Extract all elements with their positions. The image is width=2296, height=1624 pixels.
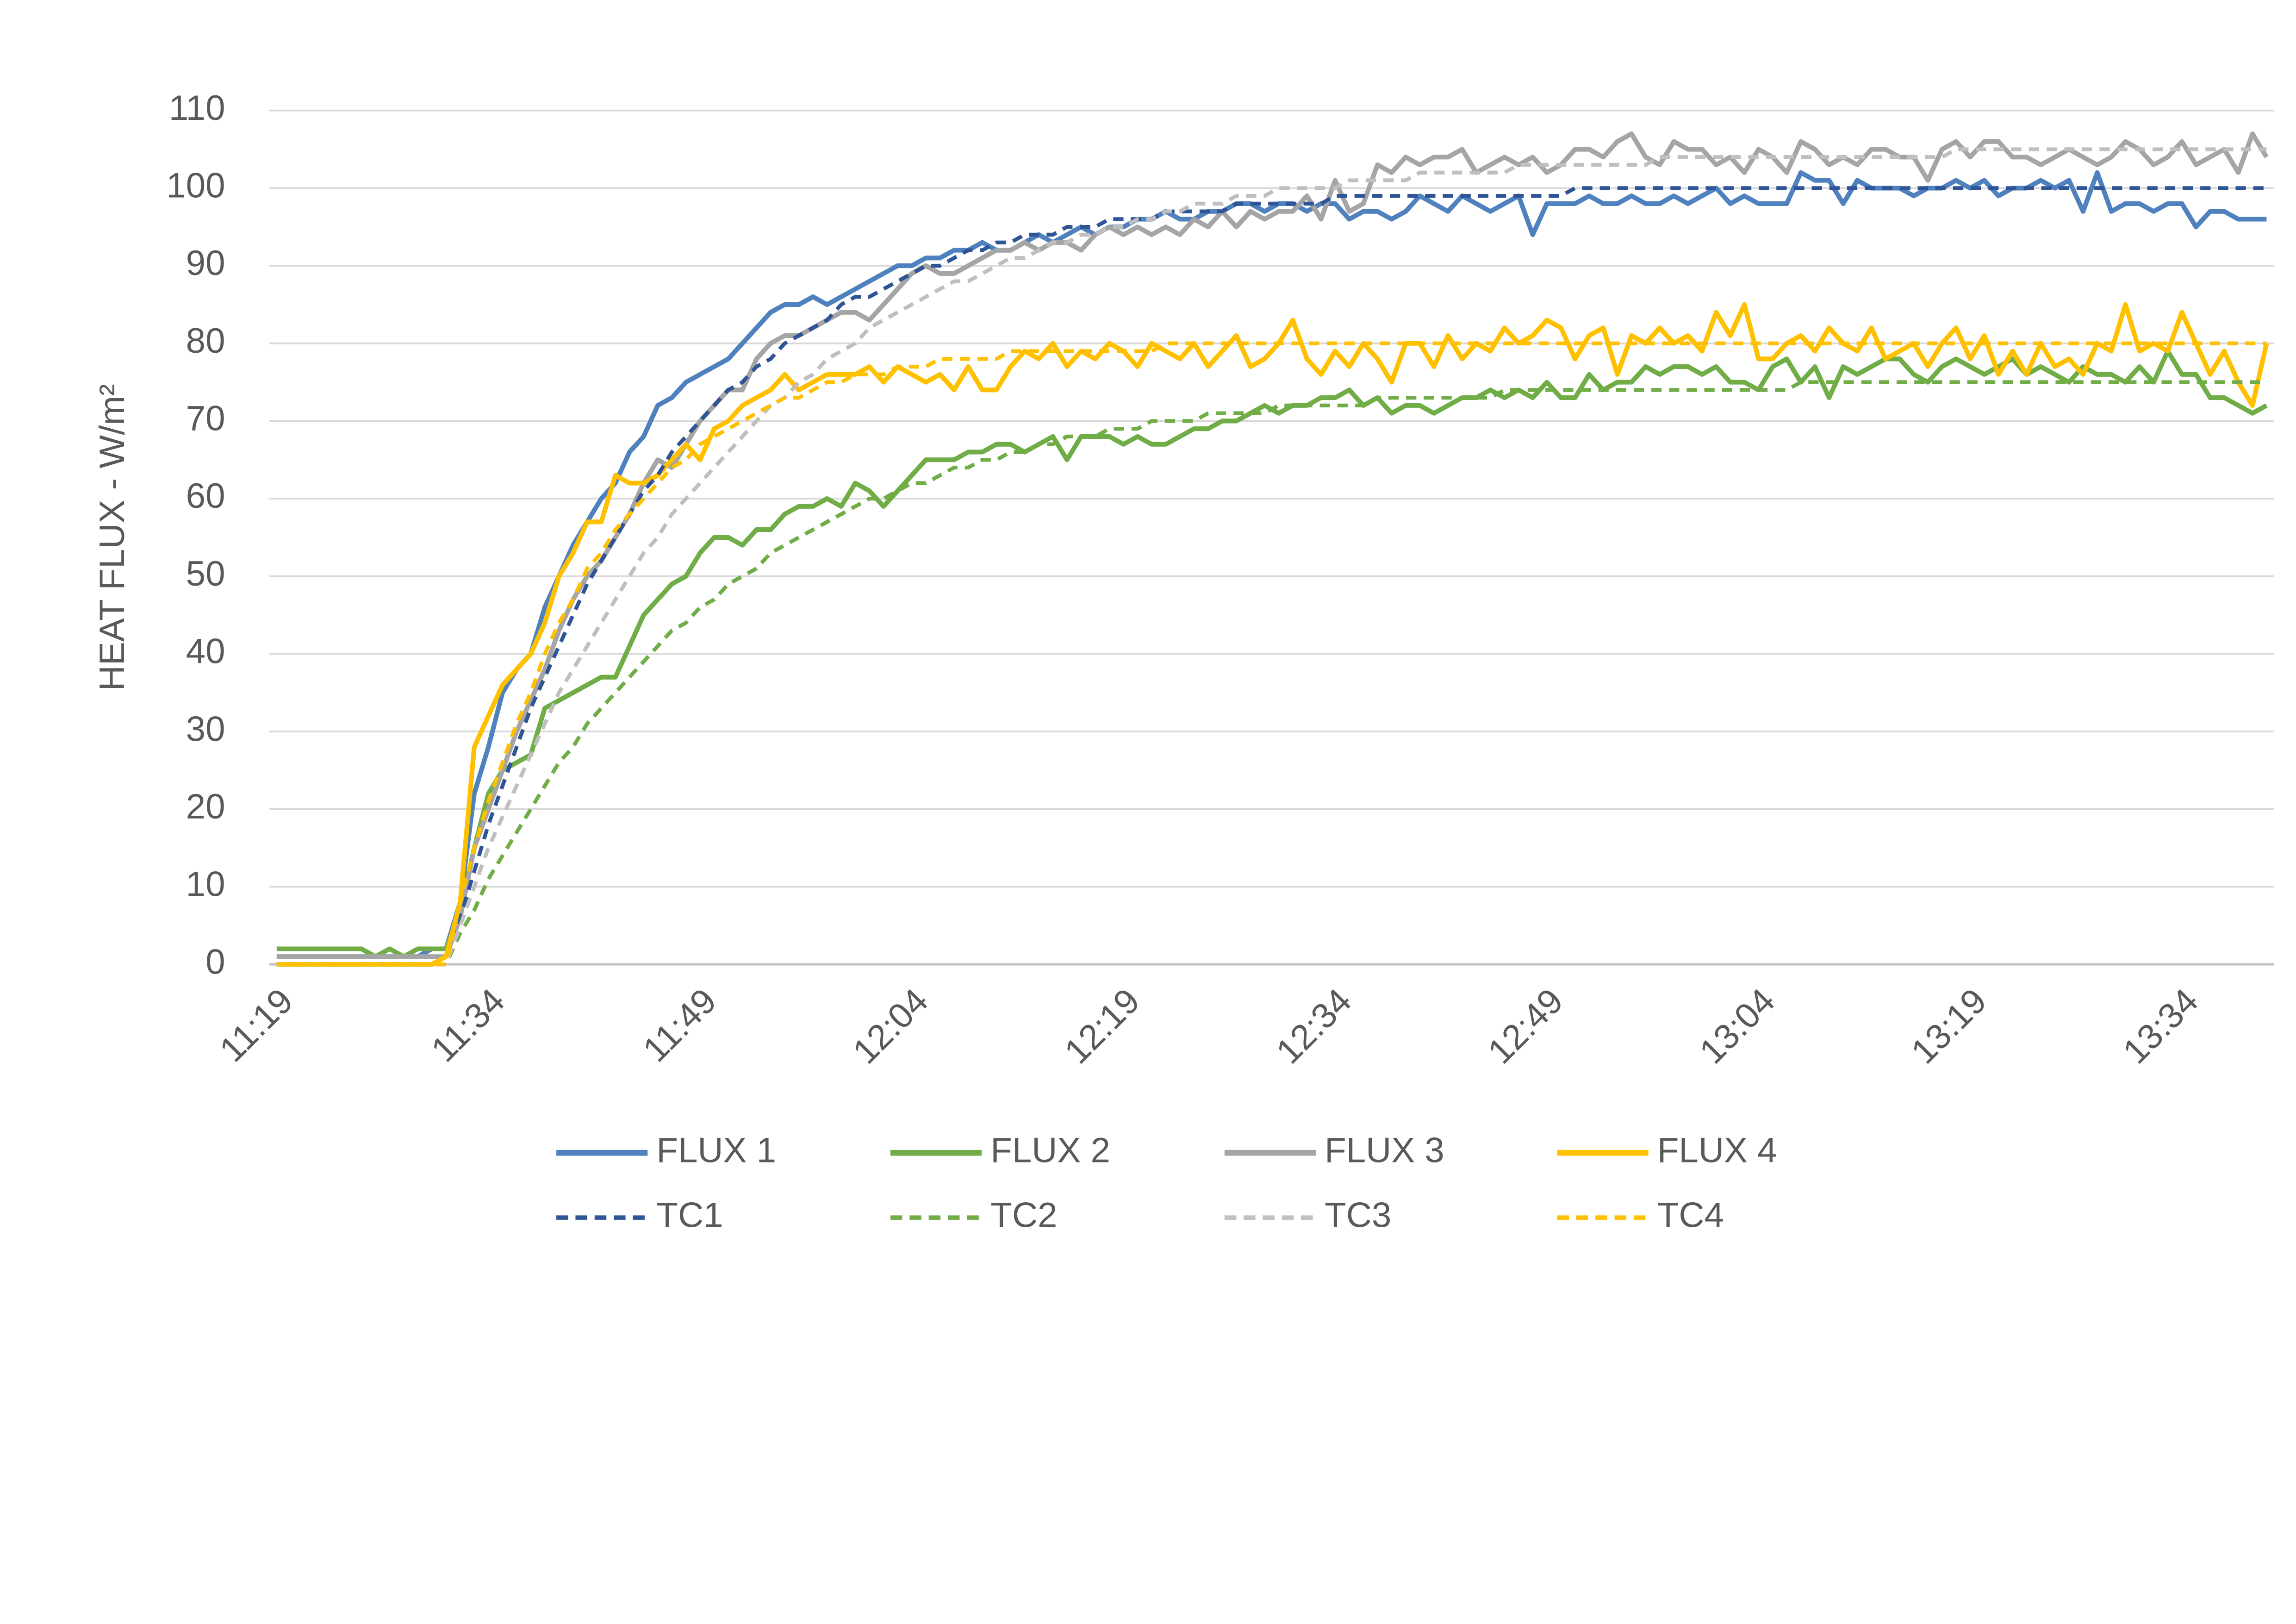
legend-label: FLUX 3 <box>1325 1131 1444 1170</box>
y-tick-label: 70 <box>186 399 225 438</box>
y-tick-label: 20 <box>186 787 225 826</box>
series-line <box>276 302 2269 967</box>
y-tick-label: 90 <box>186 244 225 283</box>
series-line <box>276 147 2267 967</box>
series-line <box>276 341 2267 967</box>
y-axis-title: HEAT FLUX - W/m² <box>93 384 132 691</box>
y-tick-label: 0 <box>205 942 225 981</box>
legend-label: FLUX 2 <box>990 1131 1110 1170</box>
series-line <box>276 186 2267 967</box>
y-tick-label: 10 <box>186 865 225 904</box>
legend-label: FLUX 1 <box>656 1131 776 1170</box>
legend-label: TC4 <box>1657 1195 1724 1235</box>
series-line <box>276 380 2267 967</box>
y-tick-label: 30 <box>186 709 225 749</box>
series-line <box>276 131 2269 959</box>
y-tick-label: 110 <box>169 88 225 128</box>
y-tick-label: 50 <box>186 554 225 593</box>
legend-label: TC3 <box>1325 1195 1391 1235</box>
y-tick-label: 100 <box>166 166 225 206</box>
y-tick-label: 60 <box>186 476 225 516</box>
legend-label: FLUX 4 <box>1657 1131 1777 1170</box>
y-tick-label: 40 <box>186 632 225 671</box>
y-tick-label: 80 <box>186 321 225 361</box>
legend-label: TC1 <box>656 1195 723 1235</box>
legend-label: TC2 <box>990 1195 1057 1235</box>
